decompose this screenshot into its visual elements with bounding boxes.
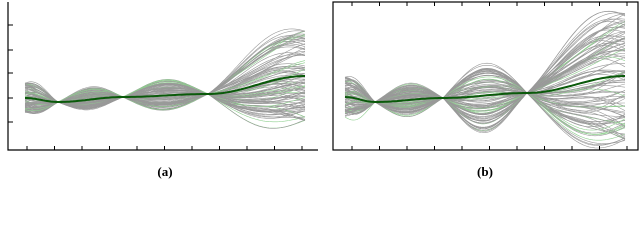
sample-path [344, 48, 626, 115]
sample-path [24, 84, 306, 103]
figure: (a) (b) [7, 1, 639, 179]
sample-path [344, 77, 626, 107]
axes-b [332, 1, 639, 151]
sample-path [344, 67, 626, 107]
sample-path [344, 91, 626, 131]
sample-path [25, 88, 306, 111]
sample-path [344, 13, 626, 103]
sample-path [344, 11, 626, 109]
sample-path [24, 87, 306, 110]
sample-path [344, 21, 626, 117]
sample-path [344, 40, 626, 113]
sample-path [24, 43, 306, 110]
sample-path [24, 39, 306, 113]
mean-path [344, 75, 625, 103]
sample-path [344, 23, 626, 111]
sample-path [344, 90, 626, 129]
panel-label: (b) [477, 164, 493, 179]
sample-path [344, 25, 626, 131]
sample-path [24, 62, 306, 111]
sample-path [24, 35, 306, 104]
page: {"figure": {"panels": [{"label": "(a)"},… [7, 1, 639, 179]
sample-path [344, 62, 626, 111]
panel-b [344, 10, 626, 149]
sample-path [344, 82, 625, 114]
sample-path [344, 92, 626, 135]
sample-path [344, 45, 626, 112]
sample-path [344, 71, 626, 130]
sample-path [344, 22, 626, 114]
sample-path [24, 86, 306, 118]
panel-a [24, 28, 306, 129]
panel-label: (a) [157, 164, 172, 179]
sample-path [344, 37, 626, 106]
sample-path [344, 80, 626, 135]
sample-path [24, 30, 306, 111]
mean-path [25, 75, 305, 103]
sample-path [344, 37, 626, 124]
axes-a [7, 2, 318, 151]
